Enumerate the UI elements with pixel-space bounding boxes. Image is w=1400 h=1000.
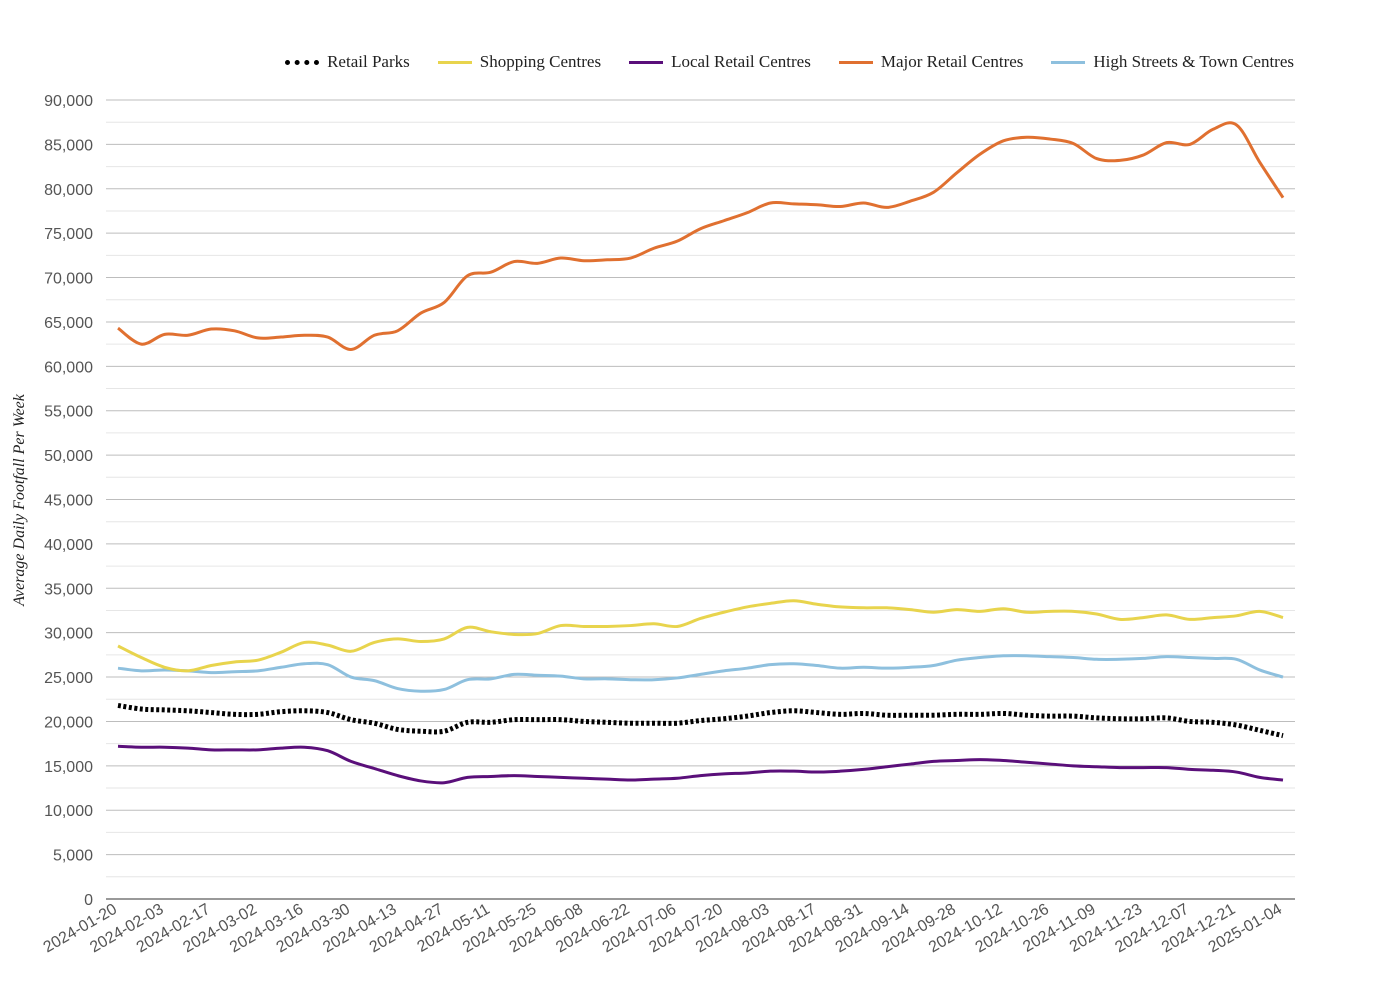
legend-swatch (1051, 60, 1086, 64)
legend-swatch (629, 60, 664, 64)
y-tick-label: 90,000 (44, 93, 93, 110)
series-lines (117, 121, 1285, 785)
y-tick-label: 65,000 (44, 315, 93, 332)
y-tick-label: 60,000 (44, 359, 93, 376)
y-tick-label: 10,000 (44, 803, 93, 820)
legend-label: High Streets & Town Centres (1093, 52, 1294, 71)
legend-item-high-streets[interactable]: High Streets & Town Centres (1051, 52, 1294, 72)
legend-item-shopping-centres[interactable]: Shopping Centres (437, 52, 602, 72)
legend: Retail Parks Shopping Centres Local Reta… (285, 52, 1294, 72)
y-tick-label: 15,000 (44, 759, 93, 776)
legend-swatch (437, 60, 472, 64)
legend-label: Shopping Centres (479, 52, 602, 71)
series-line-major-retail-centres (117, 121, 1285, 351)
legend-label: Local Retail Centres (671, 52, 811, 71)
legend-swatch (285, 59, 320, 65)
y-tick-label: 45,000 (44, 493, 93, 510)
x-axis-ticks: 2024-01-202024-02-032024-02-172024-03-02… (41, 901, 1285, 957)
y-tick-label: 80,000 (44, 182, 93, 199)
y-tick-label: 40,000 (44, 537, 93, 554)
y-axis-ticks: 0 5,000 10,000 15,000 20,000 25,000 30,000 35,0… (44, 93, 93, 909)
y-tick-label: 0 (84, 892, 93, 909)
y-tick-label: 20,000 (44, 714, 93, 731)
y-tick-label: 30,000 (44, 626, 93, 643)
series-line-high-streets-town-centres (117, 654, 1284, 693)
series-line-local-retail-centres (117, 744, 1284, 785)
legend-label: Major Retail Centres (880, 52, 1024, 71)
legend-swatch (838, 60, 873, 64)
series-line-retail-parks (117, 702, 1284, 739)
y-tick-label: 75,000 (44, 226, 93, 243)
legend-item-major-retail-centres[interactable]: Major Retail Centres (838, 52, 1024, 72)
legend-item-local-retail-centres[interactable]: Local Retail Centres (629, 52, 811, 72)
y-tick-label: 5,000 (53, 848, 93, 865)
series-line-shopping-centres (117, 599, 1284, 673)
y-tick-label: 85,000 (44, 137, 93, 154)
legend-item-retail-parks[interactable]: Retail Parks (285, 52, 410, 72)
legend-label: Retail Parks (327, 52, 410, 71)
y-tick-label: 70,000 (44, 271, 93, 288)
y-tick-label: 50,000 (44, 448, 93, 465)
gridlines (106, 99, 1295, 900)
y-tick-label: 25,000 (44, 670, 93, 687)
y-tick-label: 35,000 (44, 581, 93, 598)
y-tick-label: 55,000 (44, 404, 93, 421)
